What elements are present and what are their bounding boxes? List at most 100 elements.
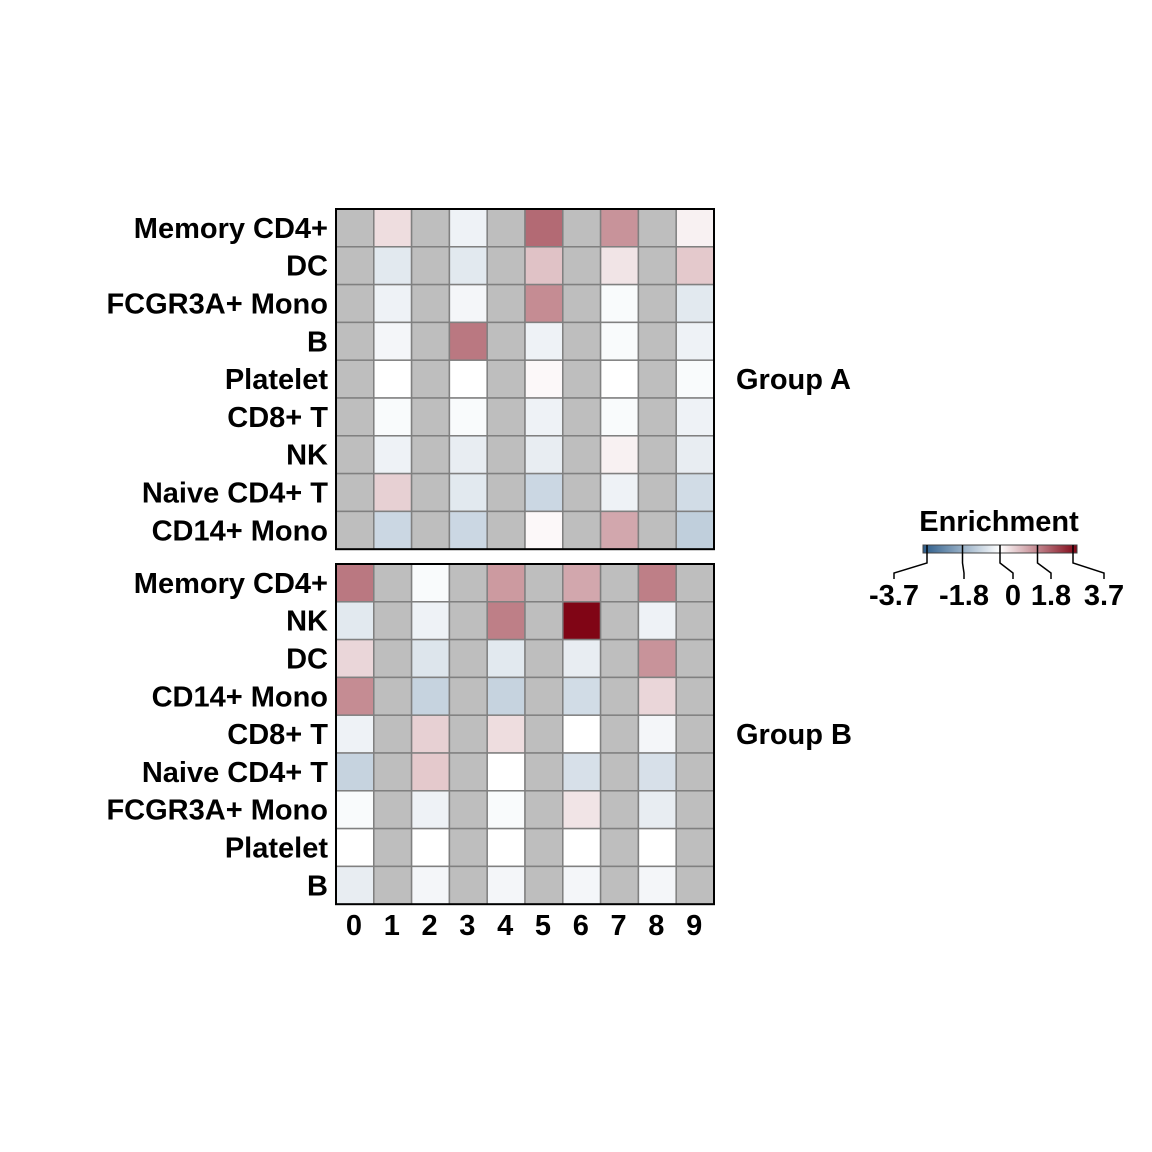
heatmap-cell	[562, 359, 602, 399]
heatmap-cell	[486, 397, 526, 437]
x-tick-label: 5	[535, 910, 551, 942]
heatmap-cell	[448, 359, 488, 399]
heatmap-cell	[599, 359, 640, 399]
heatmap-cell	[448, 676, 488, 716]
heatmap-cell	[410, 246, 451, 286]
heatmap-cell	[448, 472, 488, 513]
heatmap-cell	[410, 321, 451, 361]
row-label: Naive CD4+ T	[142, 757, 328, 789]
heatmap-cell	[675, 865, 715, 905]
heatmap-cell	[486, 676, 526, 716]
enrichment-legend: Enrichment -3.7 -1.8 0 1.8 3.7	[869, 506, 1124, 612]
heatmap-cell	[637, 790, 677, 830]
heatmap-cell	[599, 472, 640, 513]
heatmap-cell	[675, 397, 715, 437]
panel-group-a: Memory CD4+ DC FCGR3A+ Mono B Platelet CD8+ T…	[106, 208, 851, 551]
heatmap-cell	[637, 321, 677, 361]
heatmap-cell	[410, 283, 451, 324]
heatmap-cell	[675, 359, 715, 399]
heatmap-cell	[599, 563, 640, 603]
heatmap-cell	[675, 283, 715, 324]
heatmap-cell	[562, 435, 602, 475]
heatmap-cell	[637, 435, 677, 475]
heatmap-cell	[599, 676, 640, 716]
heatmap-cell	[373, 397, 413, 437]
heatmap-cell	[373, 827, 413, 868]
heatmap-cell	[524, 510, 564, 550]
heatmap-cell	[524, 208, 564, 248]
heatmap-cell	[486, 472, 526, 513]
heatmap-cell	[335, 359, 375, 399]
group-label: Group A	[736, 364, 851, 396]
heatmap-cell	[599, 510, 640, 550]
row-label: Platelet	[225, 364, 328, 396]
heatmap-cell	[335, 676, 375, 716]
heatmap-cell	[562, 321, 602, 361]
heatmap-cell	[599, 865, 640, 905]
heatmap-cell	[448, 397, 488, 437]
legend-tick-label: 0	[1005, 580, 1021, 612]
heatmap-cell	[410, 563, 451, 603]
heatmap-cell	[335, 790, 375, 830]
heatmap-cell	[675, 676, 715, 716]
heatmap-cell	[637, 563, 677, 603]
heatmap-cell	[373, 752, 413, 792]
heatmap-cell	[448, 435, 488, 475]
heatmap-cell	[524, 676, 564, 716]
heatmap-cell	[410, 638, 451, 679]
heatmap-cell	[524, 397, 564, 437]
heatmap-cell	[486, 359, 526, 399]
heatmap-cell	[410, 714, 451, 754]
row-label: DC	[286, 644, 328, 676]
heatmap-cell	[637, 865, 677, 905]
heatmap-cell	[448, 208, 488, 248]
group-label: Group B	[736, 719, 852, 751]
heatmap-cell	[335, 321, 375, 361]
heatmap-cell	[675, 472, 715, 513]
legend-tick-leader	[961, 553, 965, 579]
legend-title: Enrichment	[919, 506, 1079, 538]
heatmap-cell	[410, 359, 451, 399]
heatmap-cell	[524, 827, 564, 868]
heatmap-cell	[448, 601, 488, 641]
heatmap-cell	[373, 246, 413, 286]
heatmap-cell	[410, 865, 451, 905]
heatmap-cell	[637, 714, 677, 754]
heatmap-cell	[524, 435, 564, 475]
heatmap-cell	[675, 246, 715, 286]
panel-border	[335, 563, 715, 906]
row-label: Memory CD4+	[134, 568, 328, 600]
heatmap-cell	[448, 714, 488, 754]
heatmap-cell	[562, 714, 602, 754]
heatmap-cell	[599, 790, 640, 830]
heatmap-cell	[599, 321, 640, 361]
heatmap-cell	[373, 638, 413, 679]
legend-tick-leader	[999, 553, 1014, 579]
heatmap-cell	[448, 638, 488, 679]
heatmap-cell	[599, 752, 640, 792]
legend-tick-label: 3.7	[1084, 580, 1124, 612]
row-label: CD14+ Mono	[152, 681, 328, 713]
heatmap-cell	[486, 283, 526, 324]
row-label: Naive CD4+ T	[142, 478, 328, 510]
row-label: FCGR3A+ Mono	[106, 795, 328, 827]
heatmap-cell	[373, 676, 413, 716]
heatmap-cell	[373, 472, 413, 513]
legend-ticks: -3.7 -1.8 0 1.8 3.7	[869, 545, 1124, 612]
heatmap-cell	[524, 752, 564, 792]
heatmap-cell	[637, 510, 677, 550]
heatmap-cell	[335, 435, 375, 475]
heatmap-cell	[524, 472, 564, 513]
heatmap-cell	[486, 510, 526, 550]
row-label: NK	[286, 606, 328, 638]
panel-border	[335, 208, 715, 551]
x-tick-label: 8	[648, 910, 664, 942]
heatmap-cell	[373, 321, 413, 361]
heatmap-cell	[675, 601, 715, 641]
x-tick-label: 9	[686, 910, 702, 942]
heatmap-cell	[410, 208, 451, 248]
heatmap-cell	[637, 676, 677, 716]
heatmap-cell	[448, 865, 488, 905]
